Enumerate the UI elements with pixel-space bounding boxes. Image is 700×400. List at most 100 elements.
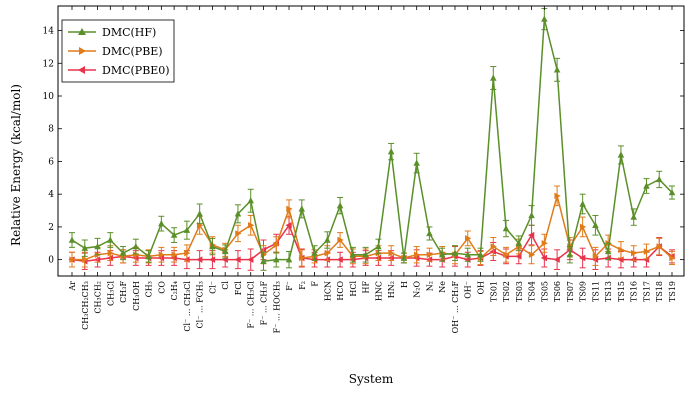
data-point-0-16 [273, 256, 280, 263]
y-axis-title: Relative Energy (kcal/mol) [9, 84, 23, 246]
data-point-0-37 [541, 15, 548, 22]
x-tick-label-27: N₂O [413, 281, 422, 298]
data-point-0-25 [387, 148, 395, 155]
y-tick-label-2: 4 [48, 190, 54, 200]
y-tick-label-7: 14 [43, 27, 55, 37]
x-tick-label-16: F⁻ ... HOCH₃ [272, 281, 281, 333]
data-point-1-16 [273, 241, 280, 249]
x-tick-label-7: CO [157, 281, 166, 294]
x-tick-label-41: TS11 [591, 281, 600, 302]
data-point-0-30 [451, 249, 459, 256]
data-point-0-2 [94, 242, 101, 250]
x-tick-label-5: CH₃OH [132, 281, 141, 311]
x-tick-label-13: FCl [234, 281, 243, 296]
data-point-2-36 [527, 231, 535, 239]
x-tick-label-10: Cl⁻ ... FCH₃ [196, 281, 205, 328]
data-point-2-21 [336, 256, 343, 263]
data-point-1-0 [69, 256, 76, 263]
x-tick-label-17: F⁻ [285, 281, 294, 291]
x-tick-label-12: Cl [221, 281, 230, 290]
x-tick-label-44: TS16 [630, 281, 639, 302]
data-point-0-36 [528, 211, 535, 219]
x-tick-label-36: TS04 [528, 281, 537, 302]
data-point-1-18 [299, 254, 306, 262]
data-point-1-25 [388, 249, 395, 257]
data-point-0-27 [413, 159, 420, 166]
data-point-0-12 [221, 247, 229, 255]
data-point-0-41 [592, 221, 599, 228]
data-point-1-41 [592, 253, 600, 260]
data-point-0-18 [298, 205, 306, 212]
legend-label-1: DMC(PBE) [102, 45, 163, 58]
x-tick-label-33: TS01 [489, 281, 498, 302]
data-point-0-47 [668, 188, 676, 196]
data-point-0-11 [209, 242, 216, 250]
data-point-1-21 [337, 236, 344, 244]
x-tick-label-28: N₂ [425, 281, 434, 291]
x-tick-label-34: TS02 [502, 281, 511, 302]
data-point-2-14 [247, 256, 254, 263]
x-tick-label-18: F₂ [298, 281, 307, 290]
legend-marker-0 [78, 28, 86, 35]
legend-marker-2 [78, 66, 85, 74]
x-tick-label-1: CH₃CH₂CH₃ [81, 281, 90, 330]
data-point-0-33 [490, 74, 497, 81]
data-point-0-26 [400, 254, 408, 261]
x-tick-label-42: TS13 [604, 281, 613, 302]
x-tick-label-11: Cl⁻ [208, 281, 217, 294]
data-point-0-40 [579, 200, 586, 207]
data-point-1-47 [669, 254, 676, 262]
data-point-0-28 [426, 229, 433, 237]
data-point-1-14 [248, 222, 255, 229]
x-tick-label-38: TS06 [553, 281, 562, 302]
y-tick-label-3: 6 [48, 157, 54, 167]
data-point-0-35 [515, 239, 523, 246]
x-tick-label-26: H [400, 281, 409, 288]
x-tick-label-6: CH₃ [145, 281, 154, 297]
data-point-0-4 [119, 249, 127, 256]
x-tick-label-22: HCl [349, 281, 358, 297]
data-point-0-6 [145, 252, 152, 260]
x-tick-label-40: TS09 [579, 281, 588, 302]
data-point-0-43 [617, 151, 625, 158]
x-tick-label-46: TS18 [655, 281, 664, 302]
data-point-1-17 [286, 205, 293, 213]
x-tick-label-37: TS05 [540, 281, 549, 302]
data-point-1-37 [541, 240, 548, 247]
data-point-0-23 [362, 251, 369, 258]
x-tick-label-9: Cl⁻ ... CH₃Cl [183, 281, 192, 332]
legend-marker-1 [79, 47, 86, 55]
data-point-0-22 [349, 251, 357, 258]
data-point-2-37 [540, 254, 548, 262]
data-point-0-45 [643, 182, 650, 189]
x-tick-label-39: TS07 [566, 281, 575, 302]
data-point-1-31 [465, 235, 472, 242]
data-point-2-17 [285, 222, 292, 229]
data-point-0-9 [183, 226, 191, 233]
data-point-0-24 [375, 242, 382, 250]
data-point-1-27 [413, 251, 421, 258]
data-point-1-28 [426, 251, 434, 258]
series-0 [68, 7, 676, 271]
x-tick-label-19: F [311, 281, 320, 287]
y-tick-label-6: 12 [43, 59, 54, 69]
x-tick-label-8: C₂H₄ [170, 281, 179, 301]
x-tick-label-20: HCN [323, 281, 332, 301]
data-point-0-39 [566, 251, 574, 258]
data-point-0-0 [68, 236, 76, 243]
data-point-2-45 [642, 256, 650, 263]
plot-layer [68, 7, 676, 271]
data-point-0-15 [260, 257, 267, 264]
data-point-1-44 [631, 249, 638, 257]
data-point-0-1 [81, 244, 89, 251]
data-point-0-20 [324, 236, 331, 243]
data-point-1-33 [490, 243, 497, 250]
data-point-0-34 [502, 224, 510, 232]
series-line-0 [71, 18, 673, 263]
x-tick-label-23: HF [362, 281, 371, 294]
data-point-1-46 [656, 243, 663, 250]
x-tick-label-47: TS19 [668, 281, 677, 302]
x-tick-label-3: CH₃Cl [106, 281, 115, 306]
data-point-1-40 [579, 223, 587, 231]
